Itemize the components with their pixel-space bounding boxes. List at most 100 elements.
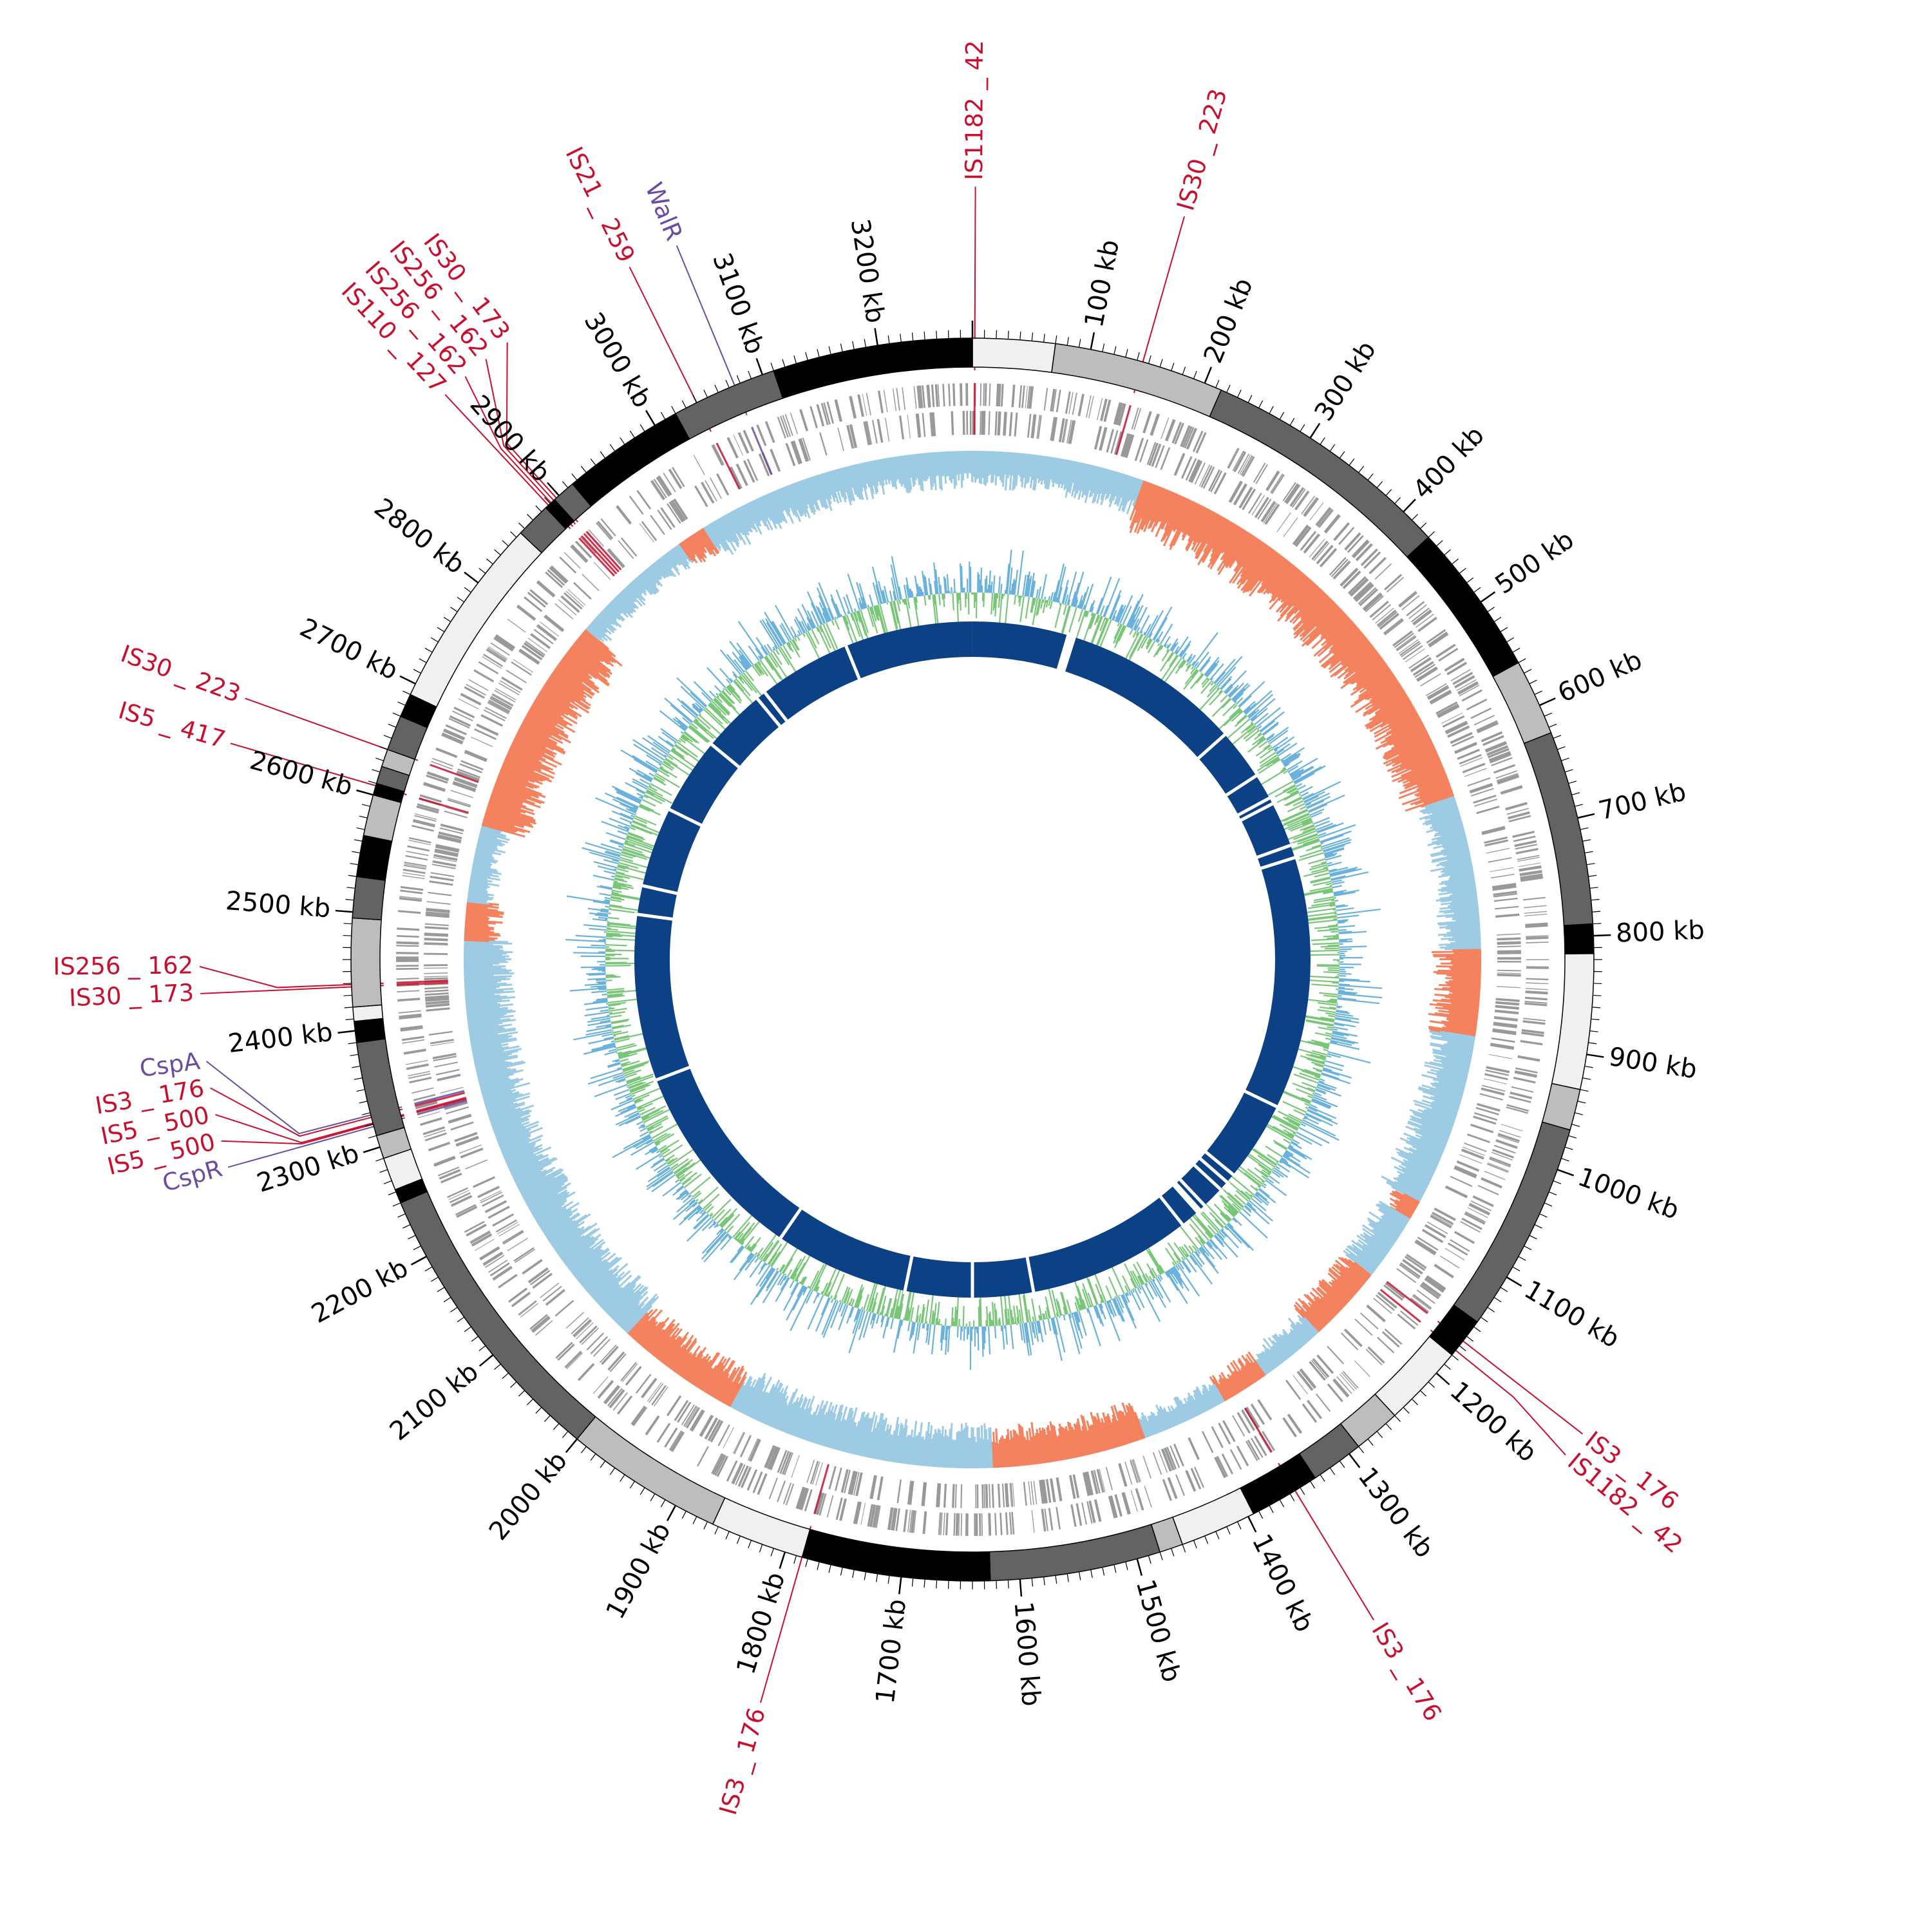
gc-content-bar: [1216, 656, 1243, 686]
gc-skew-bar: [1434, 827, 1464, 837]
cds-feature: [415, 1101, 438, 1109]
annotation-leader: [485, 359, 576, 525]
gc-skew-bar: [1162, 497, 1188, 547]
gc-skew-bar: [1064, 1428, 1072, 1459]
gc-skew-bar: [1245, 1358, 1261, 1380]
gc-skew-bar: [1443, 1067, 1469, 1075]
cds-feature: [1497, 1133, 1520, 1142]
gc-skew-bar: [866, 461, 875, 495]
cds-feature: [1486, 848, 1510, 854]
gc-skew-bar: [1086, 1420, 1097, 1454]
gc-skew-bar: [1355, 661, 1386, 684]
gc-content-bar: [1049, 601, 1053, 609]
cds-feature: [756, 424, 767, 446]
gc-skew-bar: [1406, 1137, 1444, 1154]
cds-feature: [757, 1473, 768, 1495]
gc-skew-bar: [957, 451, 960, 481]
cds-feature: [1323, 514, 1340, 533]
cds-feature: [522, 1260, 543, 1275]
minor-tick: [1376, 481, 1383, 488]
is-element-label: IS5 _ 417: [115, 696, 229, 753]
gc-skew-bar: [1045, 1434, 1052, 1463]
gc-skew-bar: [1226, 1378, 1238, 1396]
gc-skew-bar: [1149, 488, 1168, 529]
gc-content-bar: [1244, 703, 1257, 714]
gc-skew-bar: [1378, 1220, 1401, 1236]
gc-skew-bar: [995, 1428, 999, 1468]
cds-feature: [1124, 434, 1134, 459]
cds-feature: [712, 1454, 725, 1475]
gc-skew-bar: [1446, 1018, 1478, 1024]
minor-tick: [590, 458, 596, 466]
gc-skew-bar: [773, 490, 784, 512]
gc-content-bar: [1198, 1247, 1219, 1274]
cds-feature: [525, 640, 545, 656]
gc-skew-bar: [1269, 1349, 1282, 1365]
is-element-label: IS1182 _ 42: [960, 40, 989, 180]
gc-content-bar: [1221, 1200, 1237, 1215]
gc-skew-bar: [497, 1128, 531, 1143]
gc-skew-bar: [1298, 1318, 1316, 1337]
gc-skew-bar: [1035, 1433, 1041, 1464]
minor-tick: [1394, 1415, 1401, 1422]
cds-feature: [1490, 867, 1514, 873]
gc-skew-bar: [479, 831, 510, 841]
gc-content-bar: [1130, 619, 1136, 629]
gc-skew-bar: [630, 1308, 658, 1338]
cds-feature: [1108, 1496, 1115, 1519]
gc-skew-bar: [1302, 596, 1330, 625]
gc-skew-bar: [471, 1043, 502, 1050]
gc-content-bar: [1228, 1173, 1255, 1196]
gc-skew-bar: [1441, 844, 1468, 852]
cds-feature: [1025, 386, 1028, 408]
gc-skew-bar: [488, 800, 526, 814]
gc-content-bar: [1198, 656, 1211, 672]
gc-content-bar: [1296, 782, 1303, 788]
gc-skew-bar: [1130, 1405, 1144, 1439]
major-tick: [1506, 1276, 1522, 1287]
cds-feature: [716, 1455, 728, 1477]
cds-feature: [922, 413, 926, 437]
gc-content-bar: [1148, 1251, 1163, 1274]
gc-skew-bar: [1245, 1353, 1264, 1378]
gc-skew-bar: [1434, 955, 1481, 958]
gc-skew-bar: [569, 648, 607, 678]
minor-tick: [1524, 1245, 1532, 1251]
gc-skew-bar: [1012, 452, 1018, 491]
gc-skew-bar: [811, 1405, 826, 1443]
gc-skew-bar: [1448, 1019, 1477, 1026]
gc-content-bar: [1062, 587, 1068, 604]
cds-feature: [592, 1338, 611, 1357]
gc-skew-bar: [525, 1179, 568, 1204]
cds-feature: [1492, 1028, 1517, 1034]
minor-tick: [1588, 875, 1597, 877]
cds-feature: [414, 813, 437, 820]
gc-skew-bar: [776, 1405, 788, 1430]
gc-skew-bar: [1209, 524, 1238, 570]
gc-skew-bar: [1438, 920, 1480, 926]
cds-feature: [1488, 857, 1512, 863]
cds-feature: [1354, 1318, 1373, 1336]
gc-skew-bar: [645, 1329, 663, 1350]
cds-feature: [1312, 1358, 1330, 1378]
gc-content-bar: [1309, 886, 1332, 892]
gc-content-bar: [1050, 1318, 1056, 1334]
gc-skew-bar: [653, 1336, 671, 1358]
gc-skew-bar: [509, 746, 540, 762]
minor-tick: [1544, 712, 1553, 717]
gc-skew-bar: [1258, 558, 1287, 594]
gc-skew-bar: [520, 724, 558, 744]
cds-feature: [430, 1039, 454, 1043]
gc-skew-bar: [1342, 642, 1372, 667]
gc-content-bar: [1057, 1300, 1063, 1316]
cds-feature: [709, 477, 722, 499]
gc-skew-bar: [1401, 746, 1436, 764]
gc-skew-bar: [834, 469, 844, 498]
cds-feature: [450, 790, 473, 799]
gc-content-bar: [1171, 1267, 1183, 1283]
gc-skew-bar: [464, 983, 513, 989]
gc-content-bar: [1105, 1285, 1113, 1300]
gc-content-bar: [1225, 686, 1233, 695]
gc-content-bar: [1282, 766, 1286, 770]
gc-skew-bar: [1155, 1404, 1168, 1430]
